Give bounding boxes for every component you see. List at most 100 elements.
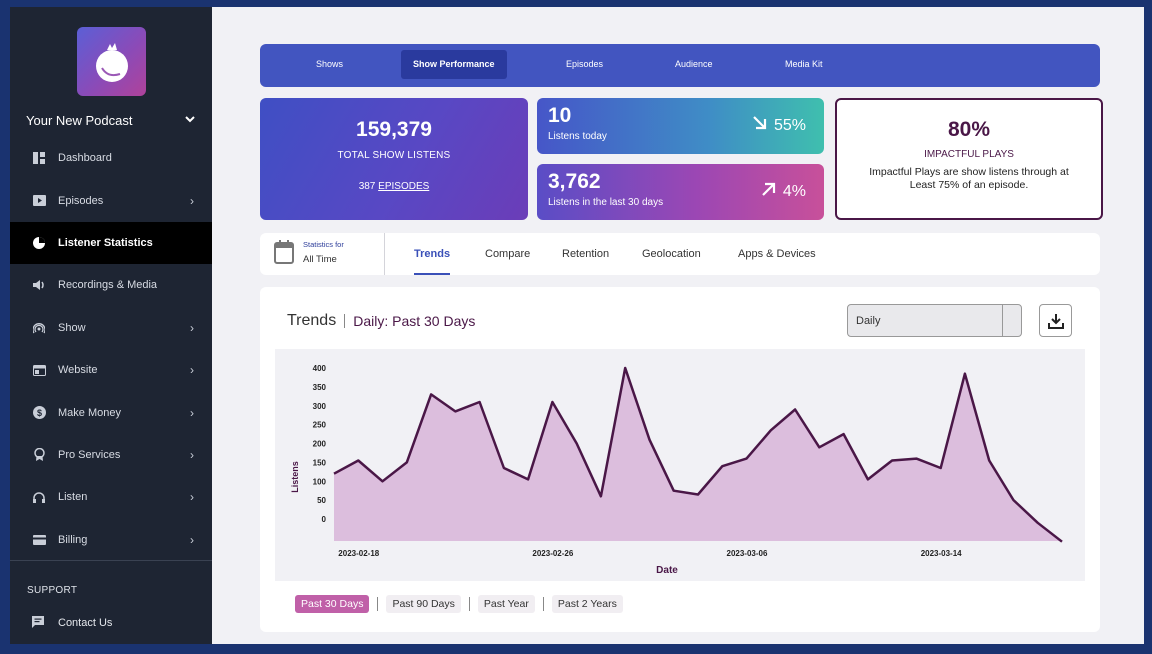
chevron-right-icon: › (190, 320, 194, 335)
listens-today-value: 10 (548, 104, 572, 127)
impactful-plays-value: 80% (947, 118, 991, 141)
listens-month-change: 4% (761, 180, 806, 203)
podcast-switcher[interactable]: Your New Podcast (26, 113, 196, 128)
x-tick-label: 2023-02-26 (532, 549, 573, 558)
interval-select[interactable]: Daily (847, 304, 1022, 337)
tab-apps-devices[interactable]: Apps & Devices (738, 248, 816, 260)
select-divider (1002, 305, 1003, 336)
area-fill (334, 368, 1062, 542)
episodes-link-label: EPISODES (378, 181, 430, 192)
chevron-right-icon: › (190, 447, 194, 462)
x-tick-label: 2023-02-18 (338, 549, 379, 558)
y-tick-label: 400 (313, 364, 327, 373)
range-past-2-years[interactable]: Past 2 Years (551, 595, 623, 613)
listens-today-card: 10 Listens today 55% (537, 98, 824, 154)
sidebar-item-contact-us[interactable]: Contact Us (32, 616, 112, 630)
sidebar-item-label: Pro Services (58, 448, 121, 461)
sidebar-item-label: Dashboard (58, 152, 112, 165)
statistics-subnav: Statistics for All Time Trends Compare R… (260, 233, 1100, 275)
y-tick-label: 0 (322, 515, 327, 524)
broadcast-icon (32, 321, 46, 335)
tab-audience[interactable]: Audience (675, 59, 713, 69)
browser-icon (32, 363, 46, 377)
sidebar-item-listener-statistics[interactable]: Listener Statistics (10, 221, 212, 265)
badge-icon (32, 448, 46, 462)
arrow-up-right-icon (761, 180, 777, 203)
tab-episodes[interactable]: Episodes (566, 59, 604, 69)
sidebar-nav: Dashboard Episodes › Listener Statistics… (10, 137, 212, 561)
chart-title: Trends (287, 312, 337, 329)
download-button[interactable] (1039, 304, 1072, 337)
range-past-year[interactable]: Past Year (477, 595, 535, 613)
listens-month-label: Listens in the last 30 days (548, 197, 664, 208)
y-tick-label: 350 (313, 383, 327, 392)
trends-area-chart: 0 50 100 150 200 250 300 350 400 2023-02-18 2023-0… (290, 364, 1063, 576)
range-past-90-days[interactable]: Past 90 Days (386, 595, 461, 613)
tab-show-performance[interactable]: Show Performance (401, 50, 507, 79)
y-axis-label: Listens (290, 461, 300, 493)
sidebar-item-listen[interactable]: Listen › (10, 476, 212, 518)
y-tick-label: 50 (317, 496, 326, 505)
subnav-divider (384, 233, 385, 275)
arrow-down-right-icon (752, 114, 768, 137)
sidebar: Your New Podcast Dashboard Episodes › Li… (10, 7, 212, 644)
sidebar-item-label: Listen (58, 491, 88, 504)
total-listens-label: TOTAL SHOW LISTENS (337, 150, 451, 161)
listens-today-pct: 55% (773, 116, 806, 134)
range-past-30-days[interactable]: Past 30 Days (295, 595, 370, 613)
sidebar-item-label: Make Money (58, 406, 121, 419)
speaker-icon (32, 278, 46, 292)
tab-trends[interactable]: Trends (414, 233, 451, 275)
chevron-right-icon: › (190, 193, 194, 208)
impactful-plays-label: IMPACTFUL PLAYS (924, 149, 1014, 160)
download-icon (1047, 313, 1064, 329)
sidebar-item-label: Website (58, 364, 98, 377)
x-axis-label: Date (656, 565, 678, 576)
contact-label: Contact Us (58, 617, 113, 629)
calendar-icon (274, 240, 294, 264)
card-icon (32, 533, 46, 547)
statistics-for-value: All Time (303, 253, 337, 265)
impactful-plays-description: Impactful Plays are show listens through… (869, 166, 1069, 191)
tab-geolocation[interactable]: Geolocation (642, 248, 701, 260)
impactful-plays-card: 80% IMPACTFUL PLAYS Impactful Plays are … (835, 98, 1103, 220)
tab-shows[interactable]: Shows (316, 59, 344, 69)
sidebar-item-label: Recordings & Media (58, 279, 158, 292)
tab-media-kit[interactable]: Media Kit (785, 59, 823, 69)
y-tick-label: 150 (313, 458, 327, 467)
play-icon (32, 194, 46, 208)
chat-icon (32, 616, 46, 630)
sidebar-item-website[interactable]: Website › (10, 349, 212, 391)
y-tick-label: 200 (313, 440, 327, 449)
episodes-count: 387 (358, 181, 376, 192)
chart-subtitle: Daily: Past 30 Days (353, 313, 476, 329)
total-listens-value: 159,379 (356, 118, 432, 141)
chevron-down-icon (184, 113, 196, 128)
sidebar-divider (10, 560, 212, 561)
sidebar-item-recordings-media[interactable]: Recordings & Media (10, 264, 212, 306)
listens-month-card: 3,762 Listens in the last 30 days 4% (537, 164, 824, 220)
podcast-logo[interactable] (77, 27, 146, 96)
sidebar-item-show[interactable]: Show › (10, 307, 212, 349)
tab-compare[interactable]: Compare (485, 248, 531, 260)
statistics-period-picker[interactable]: Statistics for All Time (274, 239, 344, 265)
total-listens-card: 159,379 TOTAL SHOW LISTENS 387 EPISODES (260, 98, 528, 220)
y-tick-label: 250 (313, 421, 327, 430)
tab-retention[interactable]: Retention (562, 248, 610, 260)
sidebar-item-pro-services[interactable]: Pro Services › (10, 434, 212, 476)
sidebar-item-label: Show (58, 321, 86, 334)
episodes-link[interactable]: 387 EPISODES (260, 181, 528, 192)
sidebar-item-episodes[interactable]: Episodes › (10, 179, 212, 221)
dashboard-icon (32, 151, 46, 165)
podcast-name: Your New Podcast (26, 113, 133, 128)
statistics-for-label: Statistics for (303, 239, 344, 249)
sidebar-item-dashboard[interactable]: Dashboard (10, 137, 212, 179)
pie-chart-icon (32, 236, 46, 250)
chart-heading: Trends Daily: Past 30 Days (287, 312, 475, 330)
title-separator (344, 314, 346, 328)
listens-today-label: Listens today (548, 131, 607, 142)
chevron-right-icon: › (190, 532, 194, 547)
sidebar-item-billing[interactable]: Billing › (10, 519, 212, 561)
sidebar-item-make-money[interactable]: $ Make Money › (10, 391, 212, 433)
sidebar-item-label: Episodes (58, 194, 104, 207)
